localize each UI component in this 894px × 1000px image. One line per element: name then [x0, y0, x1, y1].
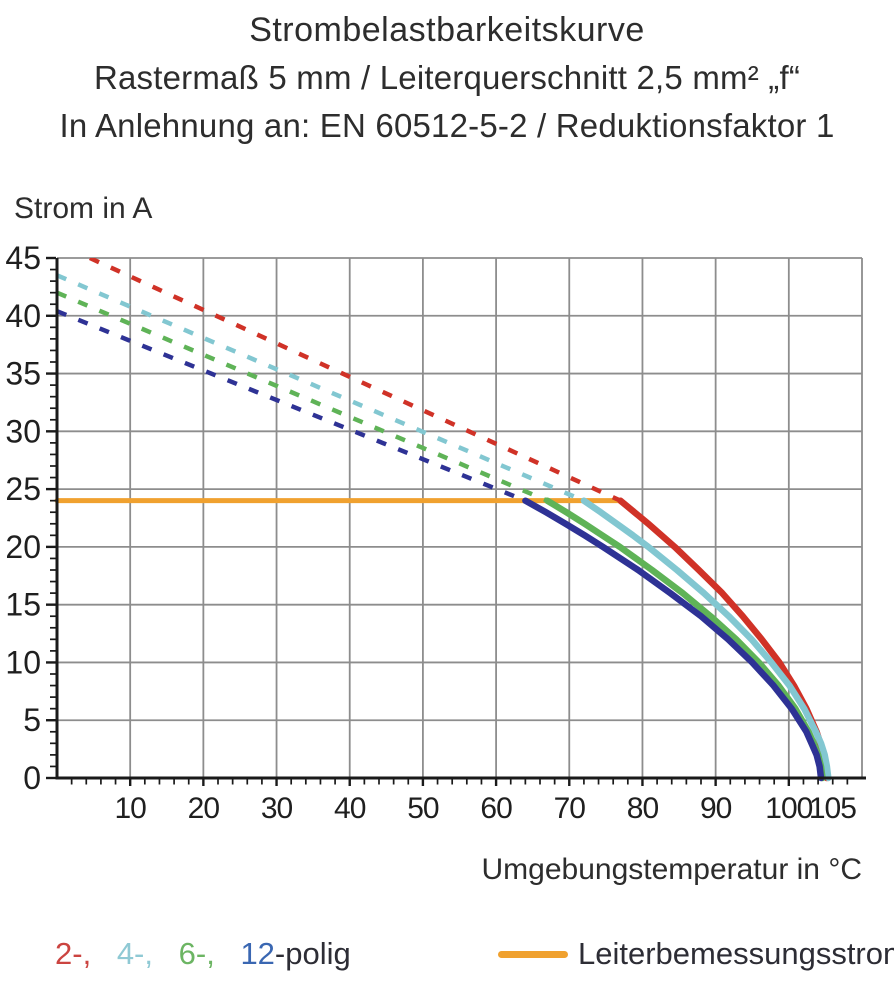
dashed-derating-lines	[57, 258, 622, 503]
y-tick-label-10: 10	[5, 644, 41, 680]
legend-item-2-polig: 2-,	[55, 936, 92, 971]
series-12-polig-dashed-line	[57, 309, 527, 503]
chart-title-line2: Rastermaß 5 mm / Leiterquerschnitt 2,5 m…	[93, 59, 801, 96]
series-6-polig-curve	[544, 497, 826, 782]
current-capacity-plot: 0 5 10 15 20 25 30 35 40 45 10 20 30 40 50 60 70 80 90 1001…	[5, 240, 866, 825]
y-axis-title: Strom in A	[14, 192, 153, 225]
legend-pole-counts: 2-, 4-, 6-, 12-polig	[55, 936, 351, 972]
x-tick-label-60: 60	[480, 792, 512, 825]
legend-polig-suffix: -polig	[274, 936, 351, 971]
y-tick-label-25: 25	[5, 471, 41, 507]
series-12-polig-curve	[522, 497, 825, 782]
axes	[55, 258, 866, 780]
rated-current-legend-label: Leiterbemessungsstrom	[578, 936, 894, 971]
x-tick-label-70: 70	[554, 792, 586, 825]
x-tick-label-105: 105	[809, 792, 856, 825]
y-tick-label-30: 30	[5, 413, 41, 449]
series-4-polig-curve	[580, 497, 832, 782]
x-tick-label-40: 40	[334, 792, 366, 825]
chart-title-block: Strombelastbarkeitskurve Rastermaß 5 mm …	[0, 6, 894, 150]
y-tick-label-35: 35	[5, 356, 41, 392]
y-tick-labels: 0 5 10 15 20 25 30 35 40 45	[5, 240, 41, 796]
x-tick-label-20: 20	[188, 792, 220, 825]
y-tick-label-0: 0	[23, 760, 41, 796]
x-tick-label-100: 100	[765, 792, 812, 825]
x-tick-label-90: 90	[700, 792, 732, 825]
series-2-polig-dashed-line	[88, 258, 622, 503]
chart-title-line1: Strombelastbarkeitskurve	[249, 11, 645, 49]
legend-item-6-polig: 6-,	[178, 936, 215, 971]
series-6-polig-dashed-line	[57, 290, 549, 503]
y-tick-label-5: 5	[23, 702, 41, 738]
x-tick-label-80: 80	[627, 792, 659, 825]
y-tick-label-20: 20	[5, 529, 41, 565]
tick-marks	[46, 256, 849, 786]
series-4-polig-dashed-line	[57, 273, 585, 503]
chart-title-line3: In Anlehnung an: EN 60512-5-2 / Reduktio…	[59, 107, 835, 144]
y-tick-label-15: 15	[5, 587, 41, 623]
x-tick-label-10: 10	[114, 792, 146, 825]
solid-capacity-curves	[522, 497, 832, 782]
x-axis-title: Umgebungstemperatur in °C	[481, 853, 862, 886]
x-tick-label-50: 50	[407, 792, 439, 825]
rated-current-line-swatch	[498, 951, 568, 958]
gridlines	[57, 257, 863, 778]
y-tick-label-45: 45	[5, 240, 41, 276]
x-tick-label-30: 30	[261, 792, 293, 825]
y-tick-label-40: 40	[5, 298, 41, 334]
legend-item-4-polig: 4-,	[116, 936, 153, 971]
legend-item-12-polig: 12	[240, 936, 275, 971]
chart-area: 0 5 10 15 20 25 30 35 40 45 10 20 30 40 50 60 70 80 90 100 1…	[0, 240, 894, 830]
